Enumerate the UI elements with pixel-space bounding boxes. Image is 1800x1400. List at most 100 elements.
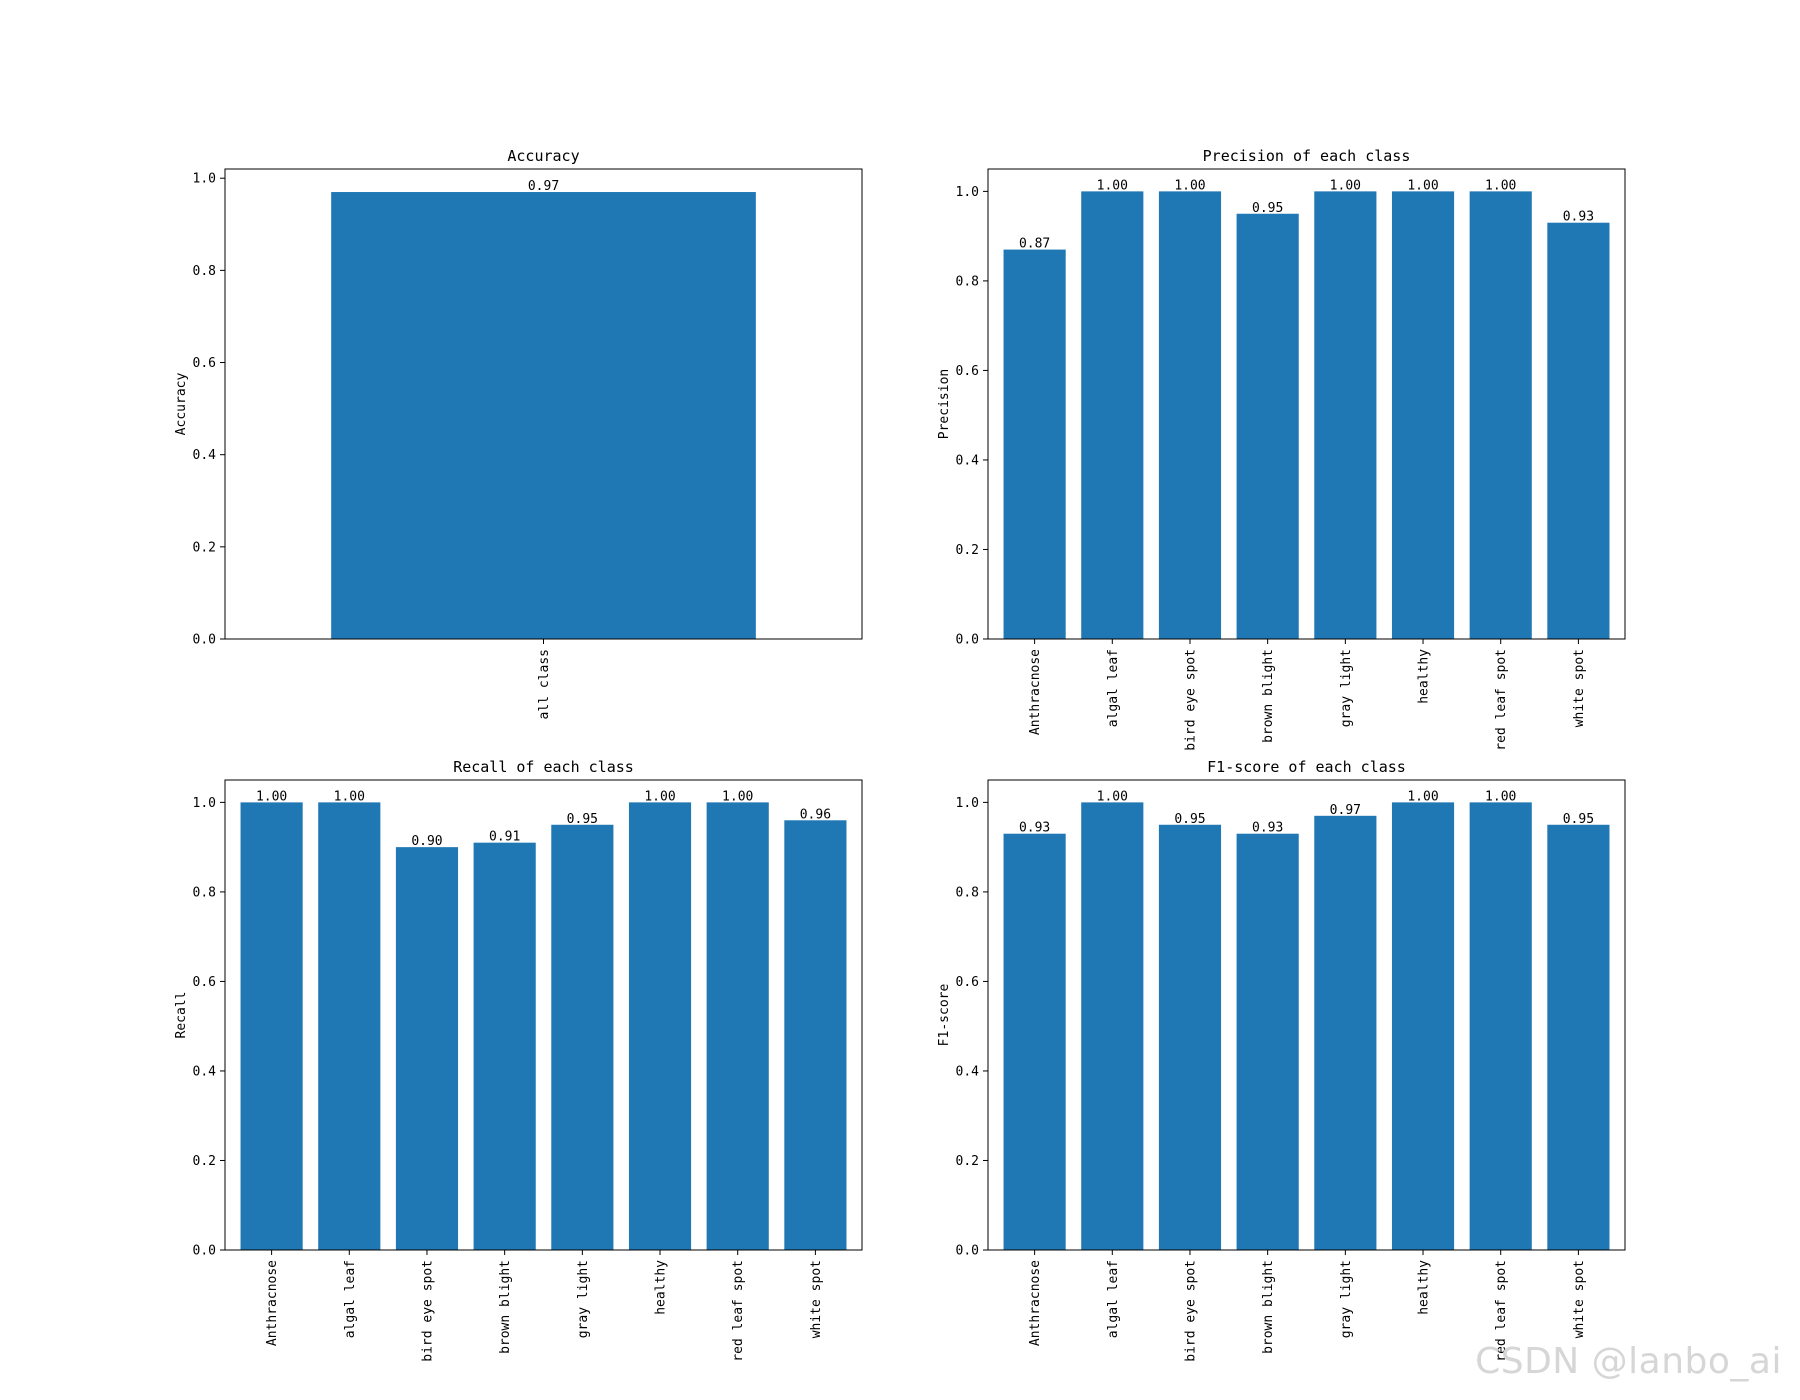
bar-all-class [331, 192, 756, 640]
data-label-red-leaf-spot: 1.00 [1485, 789, 1516, 804]
x-tick-label-white-spot: white spot [1572, 649, 1587, 727]
x-tick-label-red-leaf-spot: red leaf spot [731, 1260, 746, 1362]
y-tick-label: 0.2 [193, 540, 216, 555]
x-tick-label-gray-light: gray light [1339, 1260, 1354, 1338]
data-label-anthracnose: 1.00 [256, 789, 287, 804]
x-tick-label-white-spot: white spot [809, 1260, 824, 1338]
x-tick-label-healthy: healthy [1417, 1260, 1432, 1315]
data-label-red-leaf-spot: 1.00 [1485, 178, 1516, 193]
x-tick-label-bird-eye-spot: bird eye spot [1183, 649, 1198, 751]
data-label-gray-light: 0.97 [1330, 803, 1361, 818]
y-tick-label: 0.2 [956, 543, 979, 558]
data-label-white-spot: 0.96 [800, 807, 831, 822]
data-label-algal-leaf: 1.00 [1097, 178, 1128, 193]
x-tick-label-algal-leaf: algal leaf [1106, 649, 1121, 727]
data-label-gray-light: 0.95 [567, 812, 598, 827]
chart-f1-score-of-each-class: 0.93 1.00 0.95 0.93 0.97 1.00 1.00 0.95 0.0 0.2 0.… [937, 758, 1626, 1362]
bar-brown-blight [1236, 213, 1299, 639]
bar-red-leaf-spot [1469, 191, 1532, 639]
x-tick-label-brown-blight: brown blight [498, 1260, 513, 1354]
watermark: CSDN @lanbo_ai [1475, 1341, 1782, 1382]
bar-white-spot [784, 820, 847, 1250]
y-tick-label: 1.0 [193, 796, 216, 811]
bar-bird-eye-spot [395, 847, 459, 1250]
bar-algal-leaf [318, 802, 381, 1250]
chart-title: F1-score of each class [1207, 758, 1406, 776]
data-label-healthy: 1.00 [1407, 178, 1438, 193]
x-tick-label-all-class: all class [537, 649, 552, 719]
y-tick-label: 0.0 [956, 633, 979, 648]
data-label-algal-leaf: 1.00 [334, 789, 365, 804]
x-tick-label-gray-light: gray light [1339, 649, 1354, 727]
data-label-white-spot: 0.95 [1563, 812, 1594, 827]
x-tick-label-red-leaf-spot: red leaf spot [1494, 1260, 1509, 1362]
y-tick-label: 0.8 [956, 885, 979, 900]
bar-anthracnose [1003, 249, 1066, 639]
x-tick-label-algal-leaf: algal leaf [343, 1260, 358, 1338]
x-tick-label-gray-light: gray light [576, 1260, 591, 1338]
y-tick-label: 0.2 [193, 1154, 216, 1169]
data-label-anthracnose: 0.87 [1019, 237, 1050, 252]
y-tick-label: 0.8 [193, 885, 216, 900]
y-tick-label: 0.6 [193, 356, 216, 371]
y-axis-label: Recall [174, 992, 189, 1039]
y-tick-label: 0.6 [956, 364, 979, 379]
x-tick-label-white-spot: white spot [1572, 1260, 1587, 1338]
bar-white-spot [1547, 824, 1610, 1250]
y-axis-label: F1-score [937, 984, 952, 1047]
x-tick-label-bird-eye-spot: bird eye spot [1183, 1260, 1198, 1362]
data-label-all-class: 0.97 [528, 179, 559, 194]
chart-accuracy: 0.97 0.0 0.2 0.4 0.6 0.8 1.0 all class Accuracy A… [174, 147, 863, 719]
bar-brown-blight [1236, 833, 1299, 1250]
y-tick-label: 0.8 [956, 274, 979, 289]
y-tick-label: 0.6 [193, 975, 216, 990]
y-tick-label: 0.4 [956, 453, 980, 468]
y-tick-label: 0.0 [193, 633, 216, 648]
x-tick-label-healthy: healthy [1417, 649, 1432, 704]
y-tick-label: 0.4 [956, 1064, 980, 1079]
data-label-brown-blight: 0.93 [1252, 821, 1283, 836]
bar-healthy [628, 802, 692, 1250]
data-label-white-spot: 0.93 [1563, 210, 1594, 225]
chart-recall-of-each-class: 1.00 1.00 0.90 0.91 0.95 1.00 1.00 0.96 0.0 0.2 0.… [174, 758, 863, 1362]
y-tick-label: 0.6 [956, 975, 979, 990]
y-tick-label: 0.4 [193, 448, 217, 463]
y-tick-label: 0.2 [956, 1154, 979, 1169]
chart-title: Accuracy [507, 147, 579, 165]
y-tick-label: 0.0 [956, 1244, 979, 1259]
y-tick-label: 1.0 [193, 172, 216, 187]
y-tick-label: 1.0 [956, 796, 979, 811]
bar-red-leaf-spot [1469, 802, 1532, 1250]
data-label-algal-leaf: 1.00 [1097, 789, 1128, 804]
plot-frame [987, 779, 1626, 1251]
y-axis-label: Accuracy [174, 373, 189, 436]
data-label-healthy: 1.00 [1407, 789, 1438, 804]
x-tick-label-anthracnose: Anthracnose [265, 1260, 280, 1346]
bar-healthy [1391, 802, 1455, 1250]
data-label-healthy: 1.00 [644, 789, 675, 804]
bar-anthracnose [240, 802, 303, 1250]
data-label-anthracnose: 0.93 [1019, 821, 1050, 836]
plot-frame [987, 168, 1626, 640]
bar-bird-eye-spot [1158, 824, 1222, 1250]
data-label-brown-blight: 0.95 [1252, 201, 1283, 216]
y-axis-label: Precision [937, 369, 952, 439]
y-tick-label: 0.8 [193, 264, 216, 279]
bar-brown-blight [473, 842, 536, 1250]
bar-algal-leaf [1081, 802, 1144, 1250]
chart-title: Recall of each class [453, 758, 634, 776]
bar-healthy [1391, 191, 1455, 639]
bar-white-spot [1547, 222, 1610, 639]
plot-frame [224, 779, 863, 1251]
bar-anthracnose [1003, 833, 1066, 1250]
chart-title: Precision of each class [1203, 147, 1411, 165]
x-tick-label-brown-blight: brown blight [1261, 1260, 1276, 1354]
bar-bird-eye-spot [1158, 191, 1222, 639]
y-tick-label: 0.4 [193, 1064, 217, 1079]
data-label-brown-blight: 0.91 [489, 830, 520, 845]
x-tick-label-bird-eye-spot: bird eye spot [420, 1260, 435, 1362]
bar-red-leaf-spot [706, 802, 769, 1250]
bar-algal-leaf [1081, 191, 1144, 639]
bar-gray-light [1314, 815, 1377, 1250]
x-tick-label-healthy: healthy [654, 1260, 669, 1315]
